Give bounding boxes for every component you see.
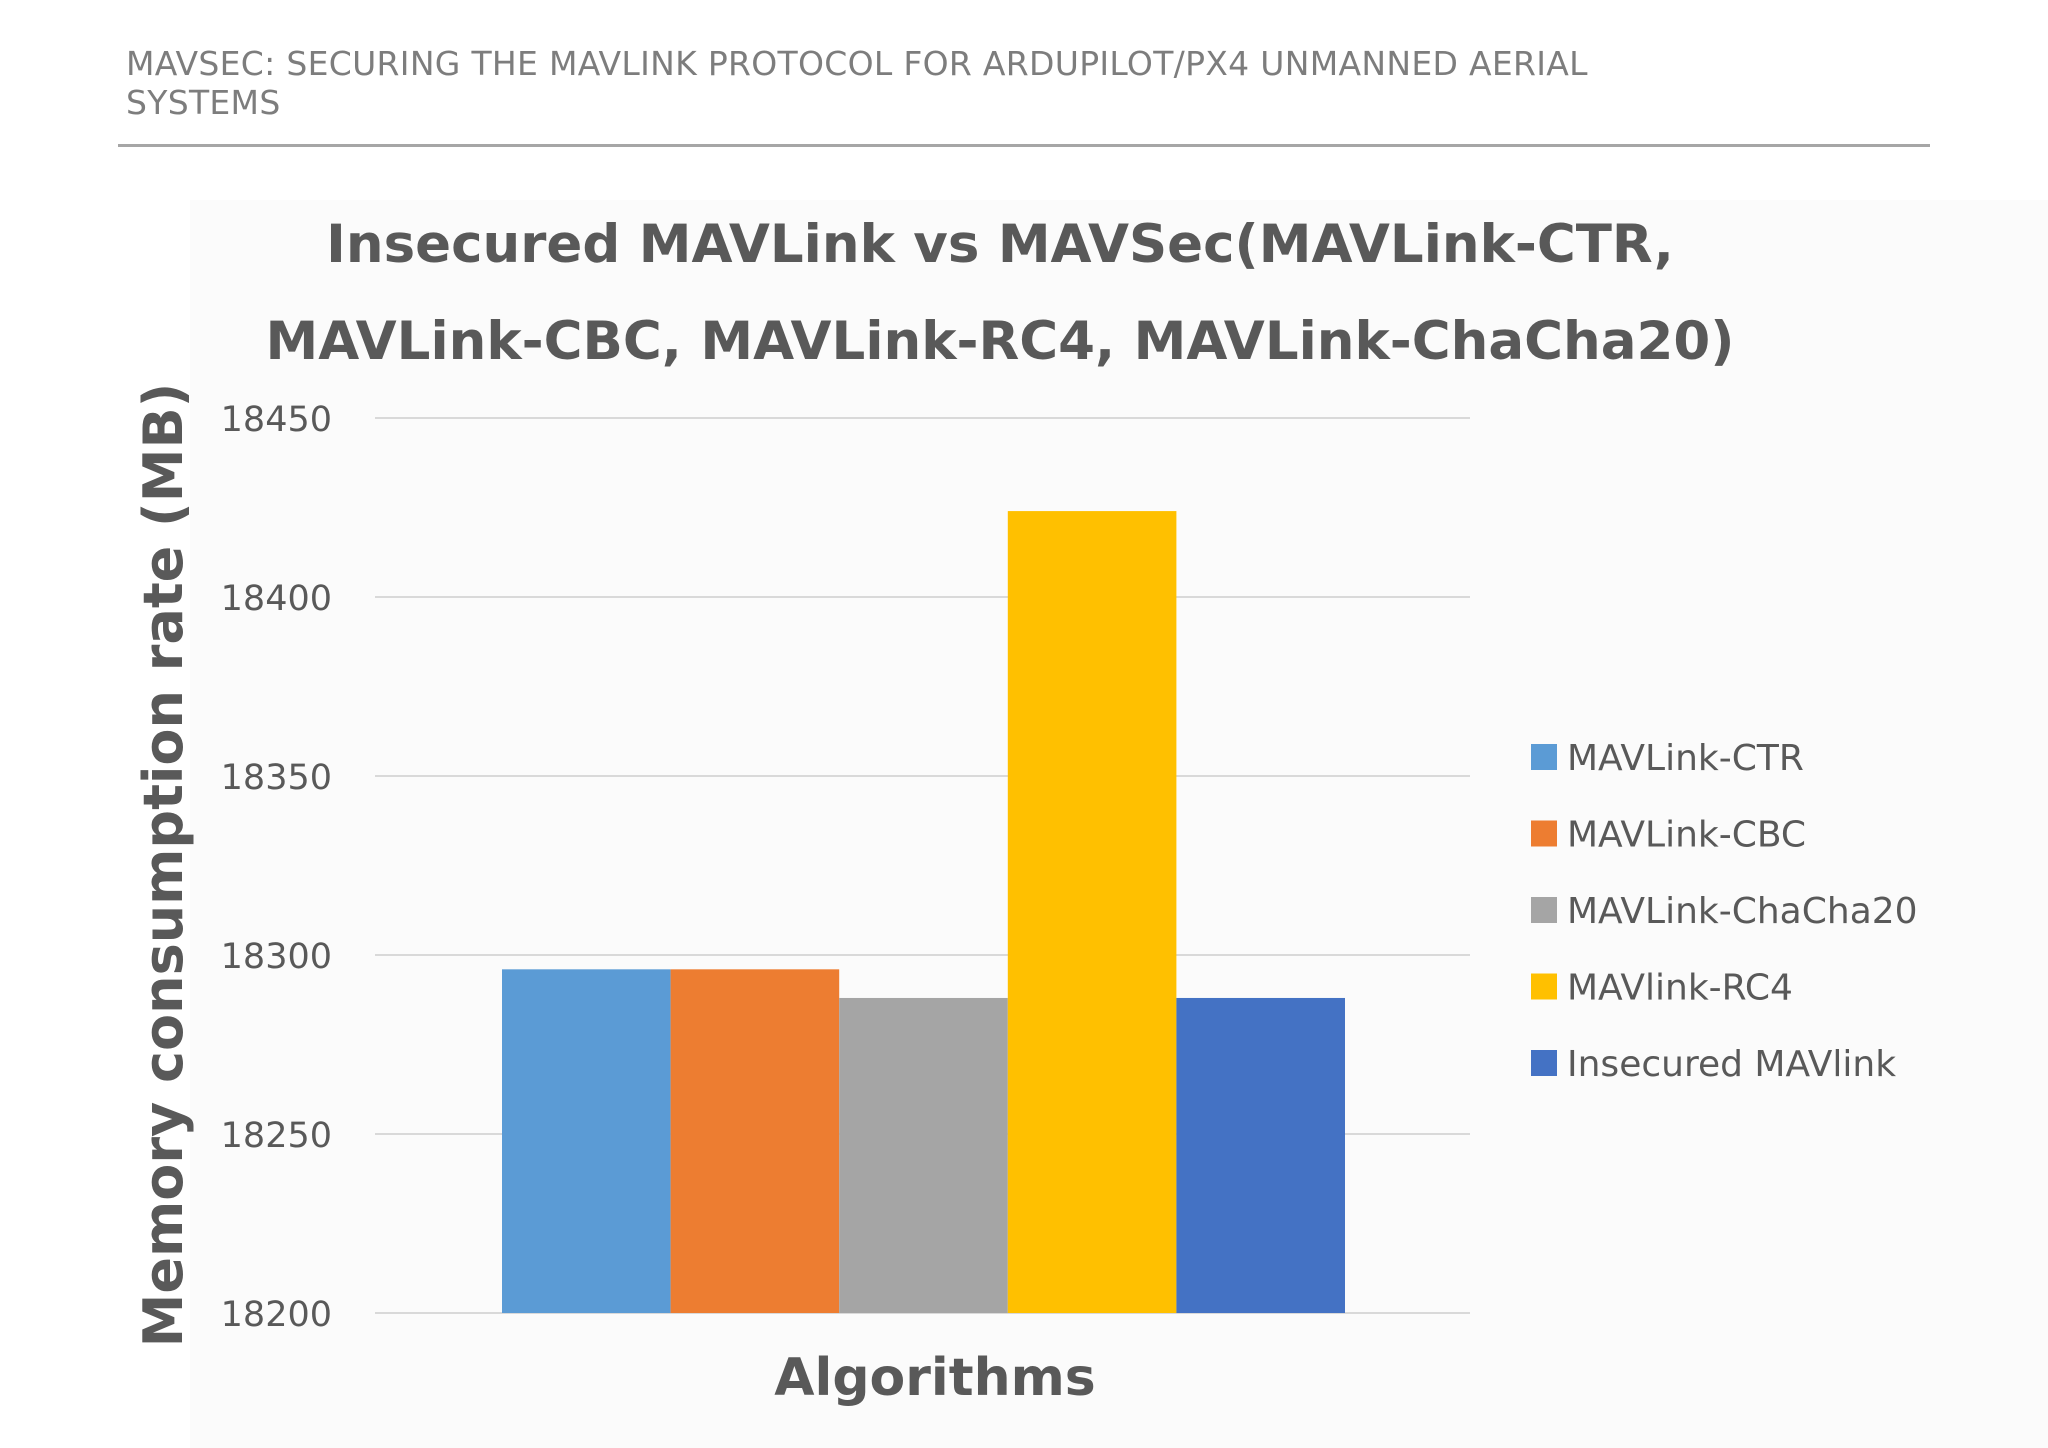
y-tick-label: 18450 — [221, 400, 332, 440]
header-divider — [118, 144, 1930, 147]
bar-mavlink-cbc — [670, 969, 840, 1313]
legend: MAVLink-CTR MAVLink-CBC MAVLink-ChaCha20 MA… — [1531, 738, 1918, 1085]
y-tick-label: 18200 — [221, 1295, 332, 1335]
legend-swatch — [1531, 820, 1557, 847]
legend-swatch — [1531, 1050, 1557, 1076]
legend-swatch — [1531, 973, 1557, 1000]
bar-mavlink-chacha20 — [839, 997, 1008, 1313]
legend-label: MAVLink-ChaCha20 — [1567, 891, 1918, 932]
y-tick-label: 18350 — [221, 758, 332, 798]
x-axis-label: Algorithms — [774, 1348, 1096, 1408]
y-tick-label: 18250 — [221, 1116, 332, 1156]
chart-title-line: MAVLink-CBC, MAVLink-RC4, MAVLink-ChaCha… — [266, 311, 1735, 372]
legend-swatch — [1531, 897, 1557, 923]
bars — [502, 511, 1345, 1314]
y-axis-label: Memory consumption rate (MB) — [132, 383, 195, 1348]
bar-insecured-mavlink — [1176, 997, 1345, 1313]
legend-label: Insecured MAVlink — [1567, 1044, 1896, 1085]
legend-swatch — [1531, 744, 1557, 770]
legend-label: MAVLink-CTR — [1567, 738, 1804, 779]
legend-label: MAVlink-RC4 — [1567, 968, 1793, 1009]
bar-mavlink-ctr — [502, 969, 671, 1313]
page-header-title: MAVSEC: SECURING THE MAVLINK PROTOCOL FO… — [126, 44, 1588, 122]
y-axis-ticks: 18200 18250 18300 18350 18400 18450 — [221, 400, 332, 1335]
legend-label: MAVLink-CBC — [1567, 815, 1806, 856]
chart-title-line: Insecured MAVLink vs MAVSec(MAVLink-CTR, — [326, 214, 1674, 275]
bar-mavlink-rc4 — [1007, 511, 1177, 1314]
y-tick-label: 18300 — [221, 937, 332, 977]
chart-title: Insecured MAVLink vs MAVSec(MAVLink-CTR,… — [266, 214, 1735, 372]
y-tick-label: 18400 — [221, 579, 332, 619]
